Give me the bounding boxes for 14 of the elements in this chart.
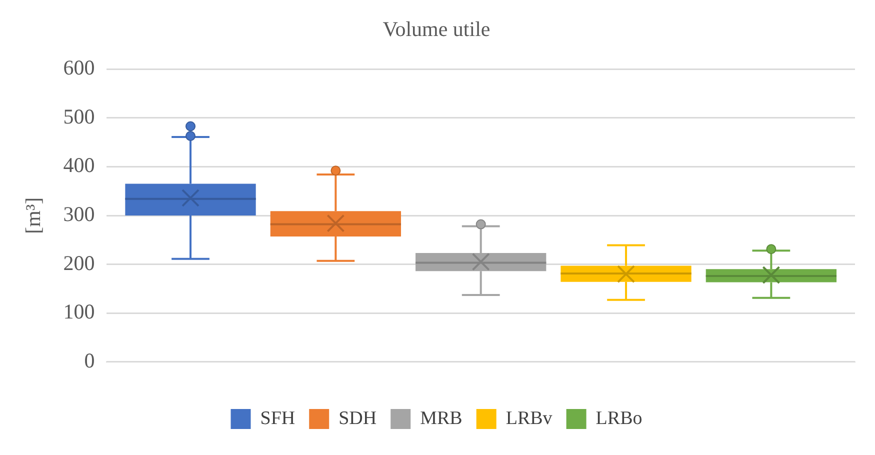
legend-label: LRBv (506, 408, 553, 429)
legend-label: SDH (338, 408, 377, 429)
y-axis-title: [m³] (21, 197, 46, 234)
y-tick-label: 500 (63, 104, 95, 128)
y-tick-label: 400 (63, 153, 95, 178)
y-tick-label: 0 (84, 348, 95, 372)
legend-label: MRB (420, 408, 462, 429)
legend-label: LRBo (596, 408, 642, 429)
chart-title: Volume utile (382, 17, 490, 42)
y-tick-label: 600 (63, 56, 95, 80)
y-tick-label: 200 (63, 250, 95, 275)
y-tick-label: 300 (63, 202, 95, 226)
y-tick-label: 100 (63, 300, 95, 324)
legend-label: SFH (260, 408, 296, 429)
